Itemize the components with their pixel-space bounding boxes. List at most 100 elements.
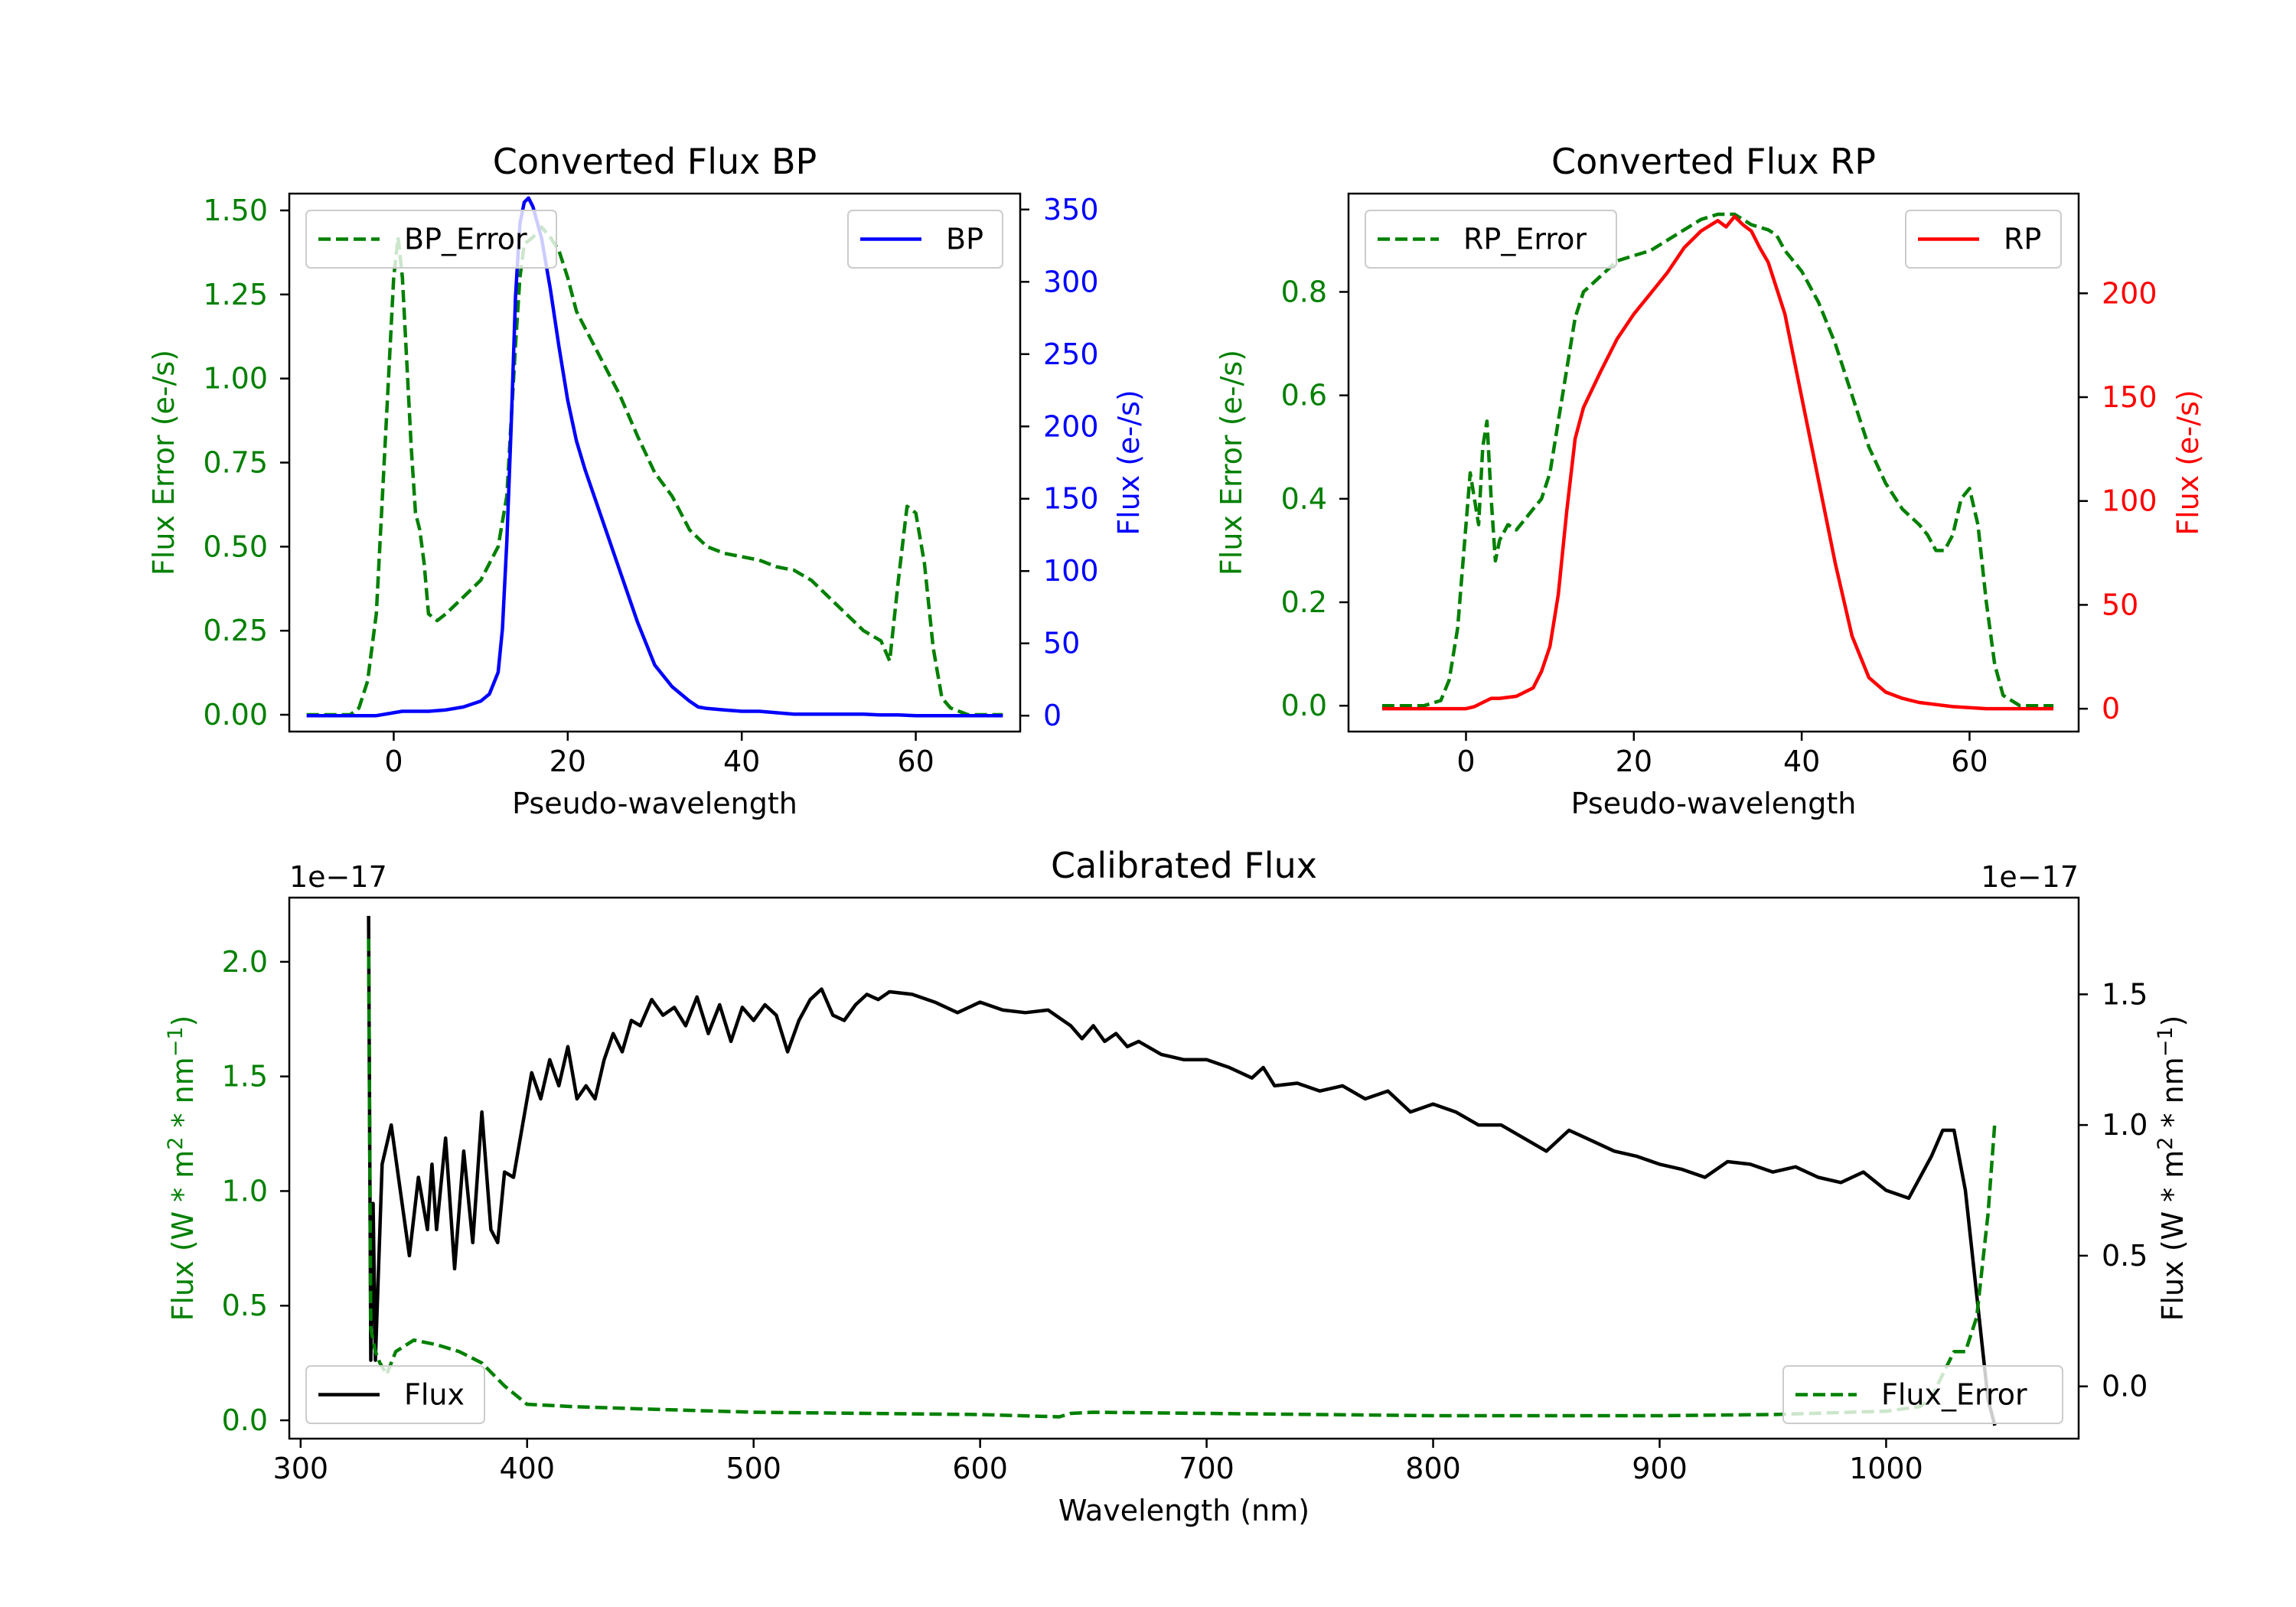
legend-bp-error: BP_Error bbox=[305, 210, 557, 269]
left-axis-label-part: Flux (W * m bbox=[166, 1150, 200, 1322]
right-tick-label: 100 bbox=[2102, 484, 2157, 518]
right-tick-label: 350 bbox=[1043, 193, 1099, 227]
left-axis-label: Flux Error (e-/s) bbox=[147, 350, 181, 575]
left-tick-label: 0.6 bbox=[1281, 379, 1327, 412]
legend-label: RP_Error bbox=[1463, 223, 1587, 256]
series-line-rp bbox=[1381, 214, 2054, 711]
chart-title: Converted Flux RP bbox=[1551, 141, 1876, 182]
legend-label: Flux bbox=[404, 1378, 465, 1412]
left-tick-label: 0.00 bbox=[203, 698, 268, 732]
legend-bp: BP bbox=[847, 210, 1003, 269]
left-tick-label: 0.4 bbox=[1281, 482, 1327, 516]
series-line-bp bbox=[306, 196, 1003, 718]
left-tick-label: 0.75 bbox=[203, 446, 268, 480]
x-tick-label: 40 bbox=[723, 745, 760, 778]
plot-frame bbox=[288, 192, 1022, 733]
left-tick-label: 1.00 bbox=[203, 362, 268, 396]
legend-flux-error: Flux_Error bbox=[1782, 1365, 2063, 1424]
x-tick-label: 0 bbox=[1456, 745, 1475, 778]
right-tick-label: 0 bbox=[1043, 699, 1062, 732]
series-line-flux-error bbox=[367, 938, 1997, 1419]
x-tick-label: 800 bbox=[1405, 1452, 1461, 1485]
chart-bp: Converted Flux BP 0 20 40 60 Pseudo-wavelengt… bbox=[147, 141, 1146, 820]
right-tick-label: 0 bbox=[2102, 692, 2120, 725]
left-tick-label: 0.8 bbox=[1281, 275, 1327, 308]
right-offset-text: 1e−17 bbox=[1981, 860, 2079, 894]
left-tick-label: 0.2 bbox=[1281, 585, 1327, 619]
legend-box bbox=[305, 210, 557, 269]
x-tick-label: 20 bbox=[550, 745, 586, 778]
right-tick-label: 150 bbox=[1043, 482, 1099, 516]
x-tick-label: 0 bbox=[384, 745, 403, 778]
x-tick-label: 20 bbox=[1616, 745, 1652, 778]
x-tick-label: 300 bbox=[273, 1452, 329, 1485]
plot-frame bbox=[288, 896, 2080, 1440]
left-axis-label-part: ) bbox=[166, 1015, 200, 1027]
plot-frame bbox=[1347, 192, 2080, 733]
left-axis-label-part: 2 bbox=[164, 1137, 188, 1150]
legend-rp-error: RP_Error bbox=[1365, 210, 1617, 269]
legend-label: RP bbox=[2004, 223, 2041, 256]
chart-title: Calibrated Flux bbox=[1051, 845, 1317, 886]
x-tick-label: 400 bbox=[499, 1452, 555, 1485]
right-tick-label: 1.5 bbox=[2102, 977, 2148, 1011]
series-line-flux bbox=[367, 915, 1997, 1426]
right-tick-label: 200 bbox=[1043, 409, 1099, 443]
x-tick-label: 1000 bbox=[1849, 1452, 1923, 1485]
right-axis-label: Flux (e-/s) bbox=[1112, 390, 1146, 535]
x-axis-label: Wavelength (nm) bbox=[1058, 1494, 1309, 1527]
left-axis-label-part: −1 bbox=[164, 1026, 188, 1057]
right-axis-label: Flux (W * m2 * nm−1) bbox=[2154, 1015, 2190, 1322]
left-tick-label: 1.25 bbox=[203, 278, 268, 311]
x-tick-label: 60 bbox=[1951, 745, 1988, 778]
legend-box bbox=[1782, 1365, 2063, 1424]
right-tick-label: 50 bbox=[1043, 627, 1080, 660]
right-tick-label: 100 bbox=[1043, 554, 1099, 588]
legend-flux: Flux bbox=[305, 1365, 485, 1424]
right-tick-label: 200 bbox=[2102, 276, 2157, 310]
x-tick-label: 600 bbox=[952, 1452, 1008, 1485]
left-tick-label: 1.50 bbox=[203, 194, 268, 227]
right-tick-label: 0.5 bbox=[2102, 1239, 2148, 1273]
right-axis-label-part: Flux (W * m bbox=[2156, 1150, 2190, 1322]
right-axis-label: Flux (e-/s) bbox=[2171, 390, 2205, 535]
x-axis-label: Pseudo-wavelength bbox=[1571, 787, 1857, 820]
left-tick-label: 0.50 bbox=[203, 530, 268, 563]
x-axis-label: Pseudo-wavelength bbox=[512, 787, 797, 820]
right-tick-label: 250 bbox=[1043, 337, 1099, 371]
right-tick-label: 150 bbox=[2102, 380, 2157, 414]
chart-rp: Converted Flux RP 0 20 40 60 Pseudo-wavelengt… bbox=[1215, 141, 2205, 820]
right-axis-label-part: ) bbox=[2156, 1015, 2190, 1027]
left-tick-label: 1.5 bbox=[222, 1060, 268, 1094]
left-offset-text: 1e−17 bbox=[289, 860, 387, 894]
legend-label: Flux_Error bbox=[1881, 1378, 2027, 1412]
left-tick-label: 0.0 bbox=[222, 1403, 268, 1437]
legend-box bbox=[1365, 210, 1617, 269]
right-axis-label-part: * nm bbox=[2156, 1057, 2190, 1136]
left-tick-label: 1.0 bbox=[222, 1174, 268, 1208]
legend-box bbox=[847, 210, 1003, 269]
chart-calibrated: Calibrated Flux 300 400 500 600 700 800 900 1000… bbox=[164, 845, 2190, 1527]
right-tick-label: 300 bbox=[1043, 265, 1099, 298]
left-axis-label-part: * nm bbox=[166, 1057, 200, 1136]
left-tick-label: 0.5 bbox=[222, 1289, 268, 1322]
legend-box bbox=[1905, 210, 2062, 269]
legend-label: BP bbox=[946, 223, 983, 256]
right-tick-label: 1.0 bbox=[2102, 1108, 2148, 1142]
x-tick-label: 60 bbox=[897, 745, 934, 778]
chart-title: Converted Flux BP bbox=[493, 141, 817, 182]
x-tick-label: 900 bbox=[1632, 1452, 1688, 1485]
left-axis-label: Flux Error (e-/s) bbox=[1215, 350, 1248, 575]
series-line-rp-error bbox=[1381, 212, 2054, 708]
legend-rp: RP bbox=[1905, 210, 2062, 269]
right-axis-label-part: 2 bbox=[2154, 1137, 2177, 1150]
left-tick-label: 0.25 bbox=[203, 614, 268, 647]
left-tick-label: 2.0 bbox=[222, 945, 268, 979]
x-tick-label: 40 bbox=[1783, 745, 1820, 778]
left-tick-label: 0.0 bbox=[1281, 689, 1327, 722]
legend-label: BP_Error bbox=[404, 223, 527, 256]
right-tick-label: 50 bbox=[2102, 588, 2138, 621]
right-axis-label-part: −1 bbox=[2154, 1026, 2177, 1057]
left-axis-label: Flux (W * m2 * nm−1) bbox=[164, 1015, 200, 1322]
